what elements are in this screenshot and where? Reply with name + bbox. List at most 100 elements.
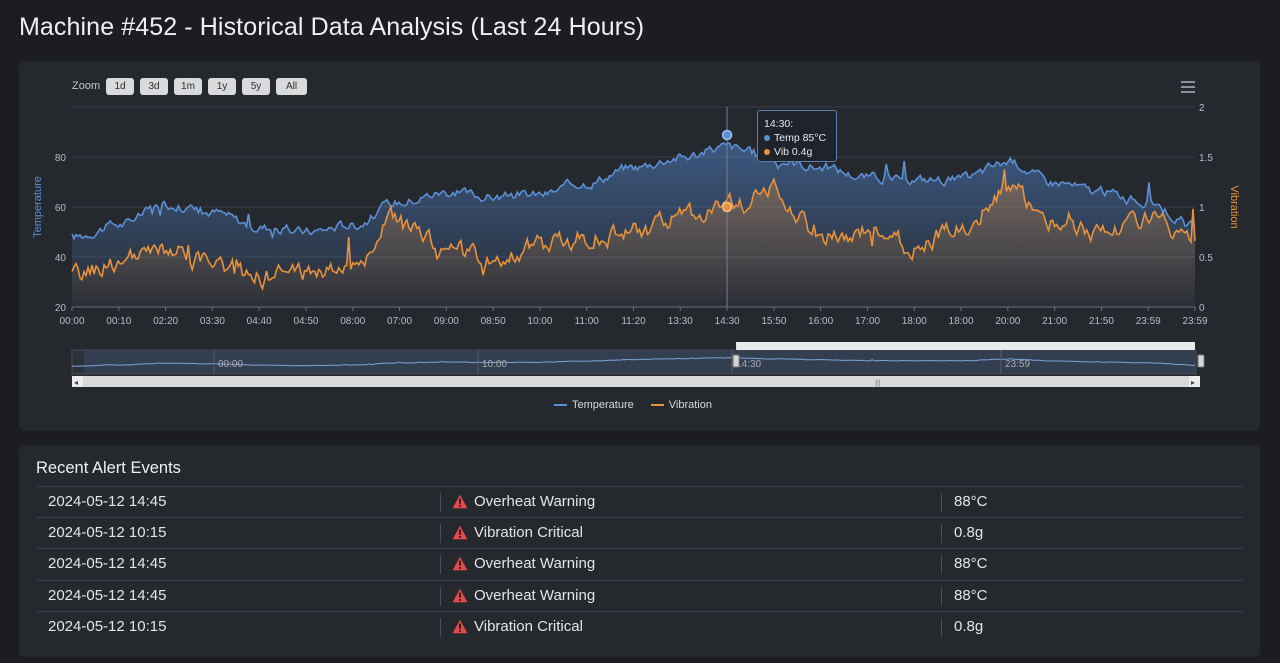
column-divider xyxy=(440,493,441,512)
alerts-panel: Recent Alert Events 2024-05-12 14:45 Over… xyxy=(19,445,1260,657)
legend-item-temperature[interactable]: Temperature xyxy=(554,399,634,411)
scrollbar-right-button[interactable] xyxy=(1189,376,1200,387)
y-left-tick-label: 60 xyxy=(55,203,67,214)
navigator-time-label: 10:00 xyxy=(482,359,507,370)
navigator-left-handle[interactable] xyxy=(732,354,740,368)
x-tick-label: 21:00 xyxy=(1042,316,1067,327)
column-divider xyxy=(941,493,942,512)
tooltip-temp: Temp 85°C xyxy=(774,132,827,144)
column-divider xyxy=(440,555,441,575)
alert-row[interactable]: 2024-05-12 10:15 Vibration Critical 0.8g xyxy=(36,610,1243,642)
column-divider xyxy=(440,524,441,544)
navigator-selection-top xyxy=(736,342,1195,350)
column-divider xyxy=(941,617,942,637)
legend-item-vibration[interactable]: Vibration xyxy=(650,399,712,411)
alert-event-label: Vibration Critical xyxy=(474,524,583,542)
hamburger-menu-icon[interactable] xyxy=(1181,81,1195,93)
alert-value: 88°C xyxy=(954,586,988,604)
x-tick-label: 00:00 xyxy=(59,316,84,327)
x-tick-label: 23:59 xyxy=(1136,316,1161,327)
warning-triangle-icon xyxy=(452,494,468,509)
alert-event: Overheat Warning xyxy=(452,493,595,510)
chart-legend: Temperature Vibration xyxy=(554,399,712,411)
vibration-series-line[interactable] xyxy=(71,169,1196,292)
y-right-tick-label: 1.5 xyxy=(1199,153,1213,164)
alert-time: 2024-05-12 14:45 xyxy=(48,586,167,604)
navigator-time-label: 14:30 xyxy=(736,359,761,370)
x-tick-label: 11:00 xyxy=(575,316,600,327)
alert-value: 88°C xyxy=(954,493,988,510)
x-tick-label: 08:00 xyxy=(340,316,365,327)
x-tick-label: 11:20 xyxy=(621,316,646,327)
y-right-tick-label: 0.5 xyxy=(1199,253,1213,264)
vibration-area xyxy=(72,169,1195,307)
alert-row[interactable]: 2024-05-12 10:15 Vibration Critical 0.8g xyxy=(36,517,1243,548)
alert-time: 2024-05-12 14:45 xyxy=(48,555,167,573)
alerts-table: 2024-05-12 14:45 Overheat Warning 88°C 2024… xyxy=(36,486,1243,642)
x-tick-label: 15:50 xyxy=(761,316,786,327)
alert-row[interactable]: 2024-05-12 14:45 Overheat Warning 88°C xyxy=(36,486,1243,517)
alert-value: 0.8g xyxy=(954,617,984,635)
navigator-right-handle[interactable] xyxy=(1197,354,1205,368)
zoom-button-1d[interactable]: 1d xyxy=(106,78,134,95)
temperature-highlight-point[interactable] xyxy=(721,129,733,141)
alert-time: 2024-05-12 10:15 xyxy=(48,524,167,542)
scrollbar-left-button[interactable] xyxy=(72,376,83,387)
y-left-tick-label: 20 xyxy=(55,303,67,314)
alert-event: Overheat Warning xyxy=(452,555,595,572)
y-left-tick-label: 80 xyxy=(55,153,67,164)
y-right-tick-label: 1 xyxy=(1199,203,1205,214)
x-tick-label: 09:00 xyxy=(434,316,459,327)
vibration-highlight-point[interactable] xyxy=(721,201,733,213)
x-tick-label: 23:59 xyxy=(1182,316,1207,327)
x-tick-label: 08:50 xyxy=(481,316,506,327)
chart-svg[interactable]: 20 40 60 80 0 0.5 1 1.5 2 Temperature Vibration 00:… xyxy=(19,61,1260,431)
alert-row[interactable]: 2024-05-12 14:45 Overheat Warning 88°C xyxy=(36,548,1243,579)
zoom-button-3d[interactable]: 3d xyxy=(140,78,168,95)
zoom-button-5y[interactable]: 5y xyxy=(242,78,270,95)
alert-event-label: Vibration Critical xyxy=(474,617,583,635)
zoom-button-1m[interactable]: 1m xyxy=(174,78,202,95)
y-right-tick-label: 2 xyxy=(1199,103,1205,114)
alert-row[interactable]: 2024-05-12 14:45 Overheat Warning 88°C xyxy=(36,579,1243,611)
x-tick-label: 20:00 xyxy=(995,316,1020,327)
x-tick-label: 00:10 xyxy=(106,316,131,327)
x-tick-label: 02:20 xyxy=(153,316,178,327)
column-divider xyxy=(440,617,441,637)
warning-triangle-icon xyxy=(452,619,468,633)
y-left-tick-label: 40 xyxy=(55,253,67,264)
chart-panel: 20 40 60 80 0 0.5 1 1.5 2 Temperature Vibration 00:… xyxy=(19,61,1260,431)
navigator-scrollbar[interactable] xyxy=(72,376,1200,387)
warning-triangle-icon xyxy=(452,525,468,540)
x-tick-label: 18:00 xyxy=(949,316,974,327)
zoom-label: Zoom xyxy=(72,80,101,92)
zoom-button-all[interactable]: All xyxy=(276,78,307,95)
legend-label-vibration: Vibration xyxy=(668,399,712,411)
alert-event-label: Overheat Warning xyxy=(474,493,596,510)
column-divider xyxy=(440,586,441,606)
alert-event-label: Overheat Warning xyxy=(474,555,596,573)
column-divider xyxy=(941,586,942,606)
y-left-axis-title: Temperature xyxy=(32,176,44,238)
scroll-left-arrow-icon: ◂ xyxy=(74,378,78,387)
x-tick-label: 16:00 xyxy=(808,316,833,327)
vibration-dot-icon xyxy=(764,149,770,156)
column-divider xyxy=(941,555,942,575)
x-tick-label: 13:30 xyxy=(668,316,693,327)
temperature-dot-icon xyxy=(764,135,770,142)
navigator-time-label: 00:00 xyxy=(218,359,243,370)
navigator-series-fill xyxy=(84,351,1195,373)
alerts-title: Recent Alert Events xyxy=(36,459,181,477)
column-divider xyxy=(941,524,942,544)
legend-swatch-temperature xyxy=(554,404,567,406)
x-tick-label: 21:50 xyxy=(1089,316,1114,327)
alert-time: 2024-05-12 10:15 xyxy=(48,617,167,635)
chart-tooltip: 14:30: Temp 85°C Vib 0.4g xyxy=(757,110,837,162)
page-title: Machine #452 - Historical Data Analysis … xyxy=(19,13,645,41)
x-tick-label: 17:00 xyxy=(855,316,880,327)
temperature-series-line[interactable] xyxy=(71,142,1196,241)
x-tick-label: 03:30 xyxy=(200,316,225,327)
alert-event: Overheat Warning xyxy=(452,587,595,604)
zoom-button-1y[interactable]: 1y xyxy=(208,78,236,95)
scroll-right-arrow-icon: ▸ xyxy=(1191,378,1195,387)
